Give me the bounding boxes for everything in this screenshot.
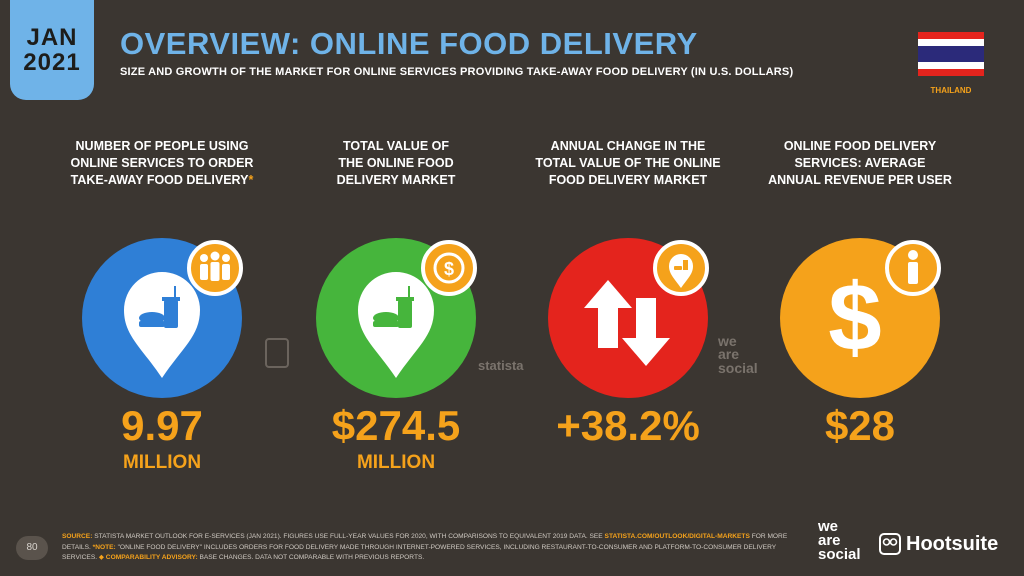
date-year: 2021 [23, 49, 81, 76]
up-down-arrows-icon [584, 280, 670, 366]
hootsuite-owl-watermark-icon [265, 338, 289, 368]
stat-label: ONLINE FOOD DELIVERY SERVICES: AVERAGE A… [768, 139, 952, 187]
country-label: THAILAND [930, 86, 972, 95]
stat-label: NUMBER OF PEOPLE USING ONLINE SERVICES T… [70, 139, 254, 187]
stat-circle [82, 238, 243, 398]
stat-value-market: $274.5 [331, 402, 461, 449]
stat-circle: $ [780, 238, 941, 398]
page-subtitle: SIZE AND GROWTH OF THE MARKET FOR ONLINE… [120, 66, 794, 78]
stat-unit-people: MILLION [122, 452, 202, 473]
footer-notes: SOURCE: STATISTA MARKET OUTLOOK FOR E-SE… [62, 533, 788, 562]
dollar-coin-icon: $ [421, 240, 477, 296]
people-icon [187, 240, 243, 296]
stat-total-value: TOTAL VALUE OF THE ONLINE FOOD DELIVERY … [286, 138, 506, 408]
stat-value-change: +38.2% [556, 402, 700, 449]
wearesocial-logo: we are social [818, 518, 861, 563]
dollar-sign-icon: $ [828, 264, 881, 371]
stat-label: TOTAL VALUE OF THE ONLINE FOOD DELIVERY … [336, 139, 456, 187]
statista-watermark: statista [478, 358, 524, 373]
stat-revenue-per-user: ONLINE FOOD DELIVERY SERVICES: AVERAGE A… [750, 138, 970, 408]
food-pin-icon [358, 271, 434, 378]
hootsuite-logo: Hootsuite [878, 532, 998, 556]
stat-unit-market: MILLION [356, 452, 436, 473]
stat-value-arpu: $28 [824, 402, 896, 449]
stat-value-people: 9.97 [121, 402, 203, 449]
wearesocial-watermark: we are social [718, 333, 758, 376]
hootsuite-owl-icon [879, 533, 901, 555]
food-pin-icon [123, 271, 200, 378]
page-number: 80 [16, 536, 48, 560]
stat-label: ANNUAL CHANGE IN THE TOTAL VALUE OF THE … [535, 139, 721, 187]
stat-annual-change: ANNUAL CHANGE IN THE TOTAL VALUE OF THE … [518, 138, 738, 408]
stat-circle: $ [316, 238, 477, 398]
food-pin-small-icon [653, 240, 709, 296]
source-link[interactable]: STATISTA.COM/OUTLOOK/DIGITAL-MARKETS [604, 533, 750, 540]
date-month: JAN [26, 23, 78, 51]
person-icon [885, 240, 941, 296]
stat-people-using: NUMBER OF PEOPLE USING ONLINE SERVICES T… [52, 138, 272, 408]
page-title: OVERVIEW: ONLINE FOOD DELIVERY [120, 26, 698, 61]
svg-text:$: $ [444, 259, 454, 279]
thailand-flag-icon [918, 32, 984, 76]
stat-circle [548, 238, 709, 398]
date-badge: JAN 2021 [10, 0, 94, 100]
